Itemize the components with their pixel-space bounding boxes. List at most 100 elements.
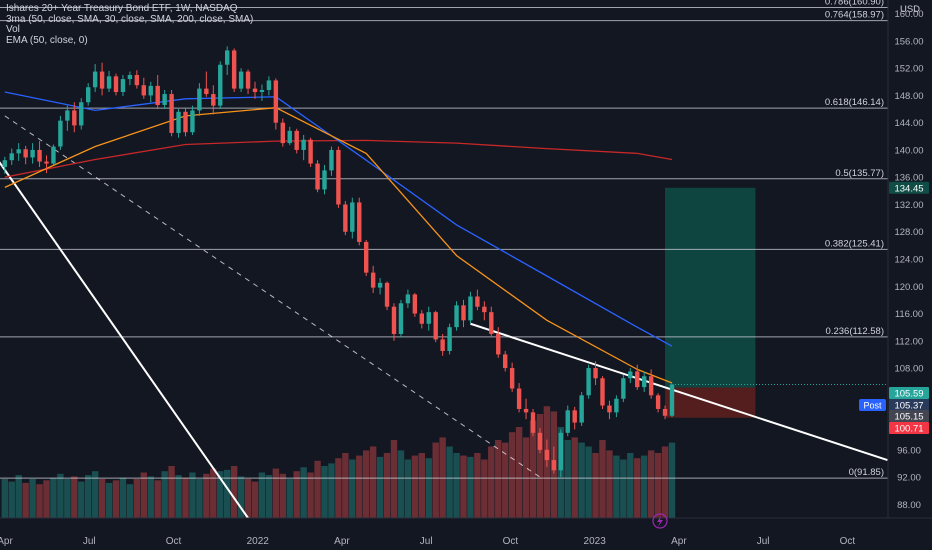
sma50-line	[4, 107, 673, 384]
volume-bar	[15, 475, 22, 518]
volume-bar	[196, 479, 203, 518]
candle-body	[72, 110, 77, 126]
volume-bar	[328, 463, 335, 518]
candle-body	[287, 130, 292, 144]
fib-label: 0.764(158.97)	[825, 10, 884, 21]
y-tick-label: 148.00	[894, 91, 923, 102]
candle-body	[572, 410, 577, 423]
volume-bar	[203, 473, 210, 518]
price-tag-last	[889, 387, 929, 399]
candle-body	[523, 408, 529, 413]
volume-bar	[515, 427, 523, 518]
volume-bar	[432, 442, 439, 518]
price-tag-label: 134.45	[894, 183, 923, 194]
fib-label: 0.618(146.14)	[825, 97, 884, 108]
candle-body	[148, 85, 153, 96]
candle-body	[398, 303, 404, 334]
volume-bar	[119, 477, 127, 518]
candle-body	[134, 74, 140, 86]
fib-label: 0.786(160.90)	[825, 0, 884, 7]
volume-bar	[237, 476, 245, 518]
x-tick-label: Apr	[334, 536, 350, 547]
volume-bar	[634, 458, 641, 518]
y-tick-label: 112.00	[895, 336, 923, 347]
x-tick-label: Jul	[83, 536, 96, 547]
volume-bar	[564, 440, 571, 518]
volume-bar	[321, 466, 328, 518]
volume-bar	[91, 471, 99, 518]
volume-bar	[272, 468, 280, 518]
candle-body	[37, 149, 42, 162]
lightning-glyph	[657, 516, 663, 527]
volume-bar	[98, 479, 106, 518]
dashed-trendline	[4, 115, 541, 478]
candle-body	[496, 333, 501, 355]
candle-body	[586, 368, 591, 396]
candle-body	[322, 170, 327, 190]
candle-body	[384, 282, 390, 307]
volume-bar	[210, 468, 217, 518]
volume-bar	[397, 450, 405, 518]
volume-bar	[349, 459, 356, 518]
volume-bar	[467, 456, 474, 518]
volume-bar	[460, 455, 467, 518]
candle-body	[44, 161, 49, 164]
volume-bar	[376, 456, 384, 518]
candle-body	[433, 312, 438, 340]
y-tick-label: 108.00	[894, 364, 923, 375]
price-tag-target	[889, 181, 929, 194]
candle-body	[308, 139, 313, 164]
sma30-line	[4, 91, 673, 347]
position-zones	[665, 187, 756, 418]
volume-bar	[293, 471, 300, 518]
volume-bar	[112, 480, 120, 518]
x-tick-label: Oct	[503, 536, 519, 547]
candle-body	[454, 305, 459, 328]
candle-body	[315, 163, 320, 190]
volume-bar	[140, 472, 147, 518]
candle-body	[503, 354, 508, 369]
candle-body	[447, 327, 452, 352]
candle-body	[551, 460, 557, 471]
candle-body	[65, 110, 70, 121]
candle-body	[273, 80, 279, 123]
candle-body	[30, 149, 35, 158]
candle-body	[225, 50, 230, 65]
candle-body	[9, 153, 14, 161]
volume-bar	[175, 475, 182, 518]
candle-body	[176, 111, 181, 133]
candle-body	[350, 202, 355, 232]
volume-bar	[481, 459, 488, 518]
y-tick-label: 156.00	[894, 36, 923, 47]
candle-body	[642, 376, 647, 388]
volume-bar	[592, 453, 599, 518]
candle-body	[440, 339, 445, 352]
candle-body	[509, 368, 515, 389]
y-tick-label: 160.00	[894, 9, 923, 20]
candle-body	[204, 88, 209, 95]
candles	[2, 46, 675, 478]
price-tag-stop	[889, 422, 929, 434]
price-axis-background	[888, 0, 932, 550]
candle-body	[79, 102, 84, 126]
candle-body	[516, 388, 522, 409]
candle-body	[190, 110, 195, 133]
sma200-line	[4, 139, 673, 178]
currency-label: USD	[900, 4, 920, 15]
price-tag-label: 105.37	[894, 401, 923, 412]
y-tick-label: 92.00	[897, 473, 921, 484]
candle-body	[336, 149, 341, 205]
x-tick-label: Jul	[420, 536, 433, 547]
volume-bar	[224, 469, 231, 518]
volume-bar	[307, 472, 314, 518]
candle-body	[565, 410, 570, 433]
candle-body	[530, 412, 536, 433]
candle-body	[391, 306, 397, 334]
volume-bar	[78, 481, 85, 518]
volume-bar	[641, 455, 648, 518]
candle-body	[169, 94, 174, 133]
volume-bar	[668, 442, 676, 518]
